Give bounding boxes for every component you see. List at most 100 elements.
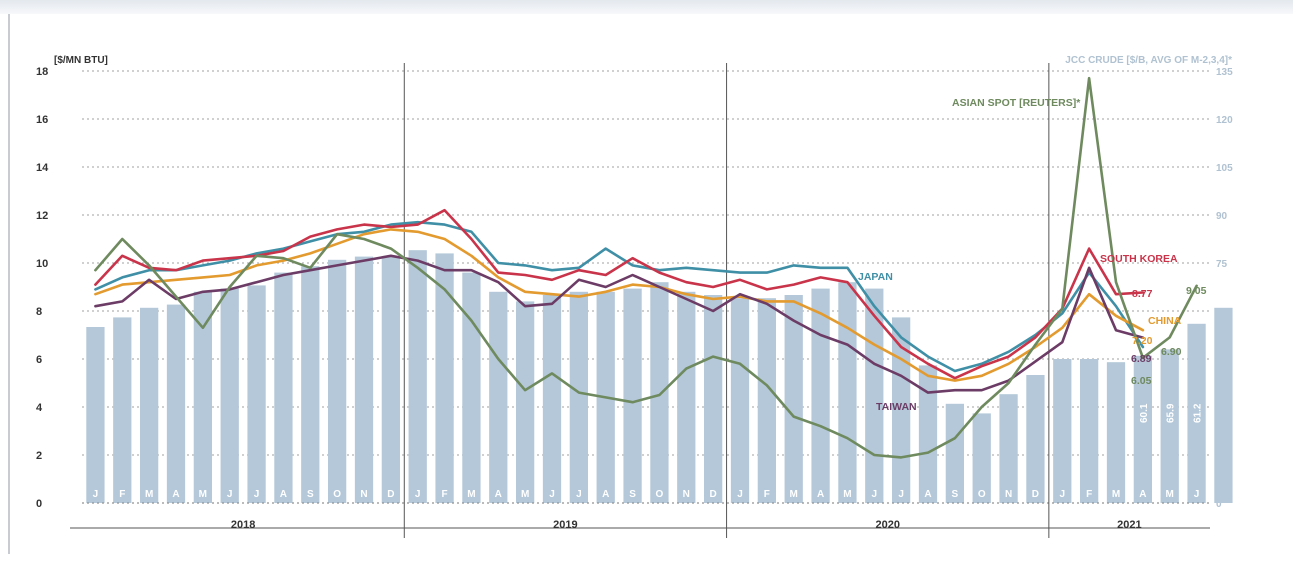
jcc-bar	[516, 301, 535, 503]
month-tick-label: J	[227, 489, 233, 500]
series-line	[94, 76, 1198, 459]
left-tick-label: 8	[36, 306, 42, 318]
jcc-bar	[945, 403, 964, 503]
annotation-label: 9.05	[1186, 285, 1207, 297]
jcc-bar	[1053, 359, 1072, 503]
year-label: 2020	[875, 519, 899, 531]
jcc-bar	[865, 288, 884, 503]
left-axis-unit: [$/MN BTU]	[54, 55, 108, 66]
jcc-bar	[166, 304, 186, 503]
month-tick-label: M	[521, 489, 529, 500]
month-tick-label: D	[387, 489, 394, 500]
month-tick-label: A	[1139, 489, 1146, 500]
month-tick-label: A	[495, 489, 502, 500]
month-tick-label: F	[119, 489, 125, 500]
jcc-bar	[542, 295, 562, 503]
month-tick-label: J	[737, 489, 743, 500]
annotation-label: 8.77	[1132, 288, 1153, 300]
right-tick-label: 135	[1216, 67, 1233, 78]
month-tick-label: M	[145, 489, 153, 500]
jcc-bar	[435, 253, 454, 503]
left-tick-label: 2	[36, 450, 42, 462]
month-tick-label: J	[254, 489, 260, 500]
jcc-bar	[220, 288, 239, 503]
annotation-label: 7.20	[1132, 335, 1153, 347]
month-tick-label: J	[576, 489, 582, 500]
jcc-bar	[193, 291, 212, 503]
year-label: 2019	[553, 519, 577, 531]
month-tick-label: J	[549, 489, 555, 500]
jcc-bar	[623, 288, 642, 503]
month-tick-label: O	[333, 489, 341, 500]
annotation-label: ASIAN SPOT [REUTERS]*	[952, 97, 1081, 109]
jcc-bar	[1133, 355, 1152, 503]
jcc-bar	[677, 291, 696, 503]
annotation-label: 6.89	[1131, 353, 1152, 365]
jcc-bar	[972, 413, 991, 503]
month-tick-label: F	[764, 489, 770, 500]
jcc-bar	[1026, 375, 1045, 503]
month-tick-label: D	[710, 489, 717, 500]
month-tick-label: A	[602, 489, 609, 500]
right-tick-label: 75	[1216, 259, 1228, 270]
jcc-bar	[86, 327, 105, 503]
month-tick-label: S	[307, 489, 314, 500]
jcc-bar	[918, 365, 938, 503]
jcc-bar	[1160, 349, 1179, 503]
lng-price-chart: 0246810121416180153045607590105120135[$/…	[36, 55, 1233, 538]
jcc-bar	[704, 295, 723, 503]
jcc-bar	[140, 307, 159, 503]
month-tick-label: A	[924, 489, 931, 500]
month-tick-label: S	[629, 489, 636, 500]
month-tick-label: N	[360, 489, 367, 500]
jcc-bar	[1106, 362, 1126, 503]
right-tick-label: 90	[1216, 211, 1228, 222]
month-tick-label: J	[1060, 489, 1066, 500]
jcc-bar	[838, 282, 857, 503]
series-line	[94, 228, 1145, 382]
jcc-bar	[328, 259, 347, 503]
month-tick-label: J	[872, 489, 878, 500]
month-tick-label: D	[1032, 489, 1039, 500]
right-tick-label: 105	[1216, 163, 1233, 174]
left-tick-label: 18	[36, 66, 48, 78]
right-tick-label: 120	[1216, 115, 1233, 126]
year-label: 2021	[1117, 519, 1141, 531]
jcc-bar	[811, 288, 830, 503]
series-line	[94, 254, 1145, 394]
left-tick-label: 14	[36, 162, 49, 174]
jcc-bar	[489, 291, 508, 503]
jcc-bar	[1187, 323, 1206, 503]
month-tick-label: M	[199, 489, 207, 500]
month-tick-label: J	[1194, 489, 1200, 500]
left-tick-label: 4	[36, 402, 43, 414]
jcc-bar	[381, 256, 400, 503]
annotation-label: JAPAN	[858, 271, 893, 283]
bar-value-label: 60.1	[1139, 403, 1150, 423]
bar-value-label: 61.2	[1193, 403, 1204, 423]
left-tick-label: 6	[36, 354, 42, 366]
month-tick-label: A	[817, 489, 824, 500]
month-tick-label: M	[1166, 489, 1174, 500]
jcc-bar	[408, 250, 427, 503]
month-tick-label: J	[415, 489, 421, 500]
left-tick-label: 0	[36, 498, 42, 510]
jcc-bar	[569, 291, 588, 503]
series-line	[94, 208, 1145, 380]
jcc-bar	[354, 256, 374, 503]
left-tick-label: 16	[36, 114, 48, 126]
jcc-bar	[650, 282, 669, 503]
month-tick-label: M	[467, 489, 475, 500]
jcc-bar	[1080, 359, 1099, 503]
jcc-bar	[999, 394, 1018, 503]
jcc-bar	[113, 317, 132, 503]
month-tick-label: O	[656, 489, 664, 500]
month-tick-label: N	[683, 489, 690, 500]
month-tick-label: J	[898, 489, 904, 500]
annotation-label: CHINA	[1148, 315, 1182, 327]
left-tick-label: 12	[36, 210, 48, 222]
month-tick-label: F	[442, 489, 448, 500]
month-tick-label: J	[93, 489, 99, 500]
annotation-label: SOUTH KOREA	[1100, 253, 1178, 265]
chart-frame: 0246810121416180153045607590105120135[$/…	[8, 14, 1287, 554]
